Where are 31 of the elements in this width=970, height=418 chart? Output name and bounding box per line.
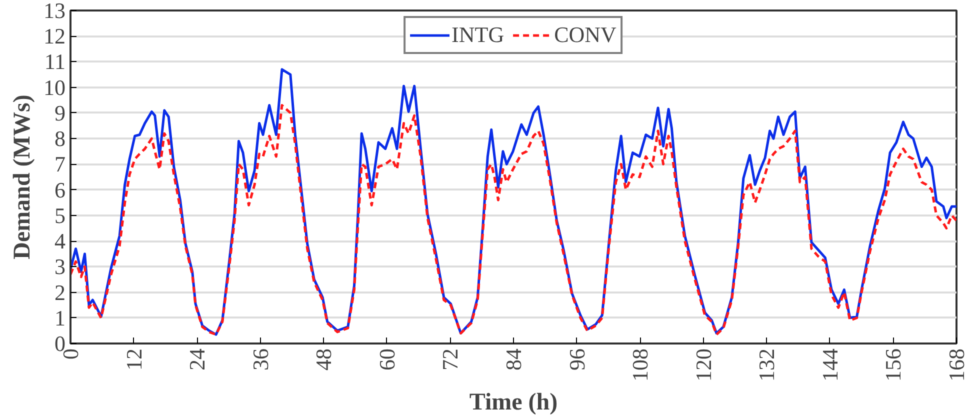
x-tick-label: 12 [121, 348, 146, 370]
x-tick-label: 144 [817, 348, 842, 382]
x-tick-label: 156 [880, 348, 906, 382]
x-tick-label: 48 [311, 348, 336, 370]
y-tick-label: 6 [54, 177, 66, 202]
x-tick-label: 72 [438, 348, 463, 370]
y-tick-label: 5 [54, 202, 66, 228]
x-tick-label: 108 [628, 348, 653, 382]
y-tick-label: 13 [44, 0, 66, 23]
y-tick-label: 4 [54, 228, 66, 254]
x-tick-label: 132 [754, 348, 780, 382]
y-axis-title: Demand (MWs) [10, 94, 36, 260]
y-tick-label: 3 [54, 254, 66, 280]
x-tick-label: 24 [184, 348, 210, 370]
x-tick-label: 96 [564, 348, 590, 370]
x-axis-title: Time (h) [469, 390, 558, 416]
y-tick-label: 9 [54, 100, 66, 126]
y-tick-label: 11 [44, 49, 66, 74]
x-tick-label: 120 [690, 348, 716, 382]
y-tick-label: 1 [54, 305, 66, 330]
x-tick-label: 168 [944, 348, 969, 382]
y-tick-label: 8 [54, 126, 66, 152]
x-tick-label: 36 [248, 348, 273, 370]
legend-label: INTG [452, 22, 504, 48]
y-tick-label: 12 [44, 24, 66, 49]
y-tick-label: 10 [44, 74, 66, 100]
x-tick-label: 60 [374, 348, 400, 370]
x-tick-label: 84 [501, 348, 526, 370]
legend-label: CONV [554, 22, 616, 48]
y-tick-label: 7 [54, 152, 66, 177]
y-tick-label: 2 [54, 280, 66, 305]
